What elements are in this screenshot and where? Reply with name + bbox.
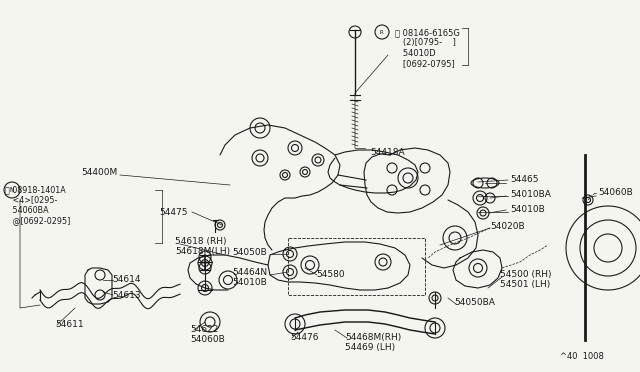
Text: 54468M(RH)
54469 (LH): 54468M(RH) 54469 (LH) — [345, 333, 401, 352]
Text: 54060B: 54060B — [598, 188, 633, 197]
Text: 54464N
54010B: 54464N 54010B — [232, 268, 267, 288]
Text: 54020B: 54020B — [490, 222, 525, 231]
Text: 54050BA: 54050BA — [454, 298, 495, 307]
Text: N: N — [10, 187, 14, 193]
Text: 54622
54060B: 54622 54060B — [190, 325, 225, 344]
Text: 54613: 54613 — [112, 291, 141, 300]
Text: 54050B: 54050B — [232, 248, 267, 257]
Text: Ⓝ 08918-1401A
   <4>[0295-
   54060BA
   @[0692-0295]: Ⓝ 08918-1401A <4>[0295- 54060BA @[0692-0… — [5, 185, 70, 225]
Text: 54618 (RH)
54618M(LH): 54618 (RH) 54618M(LH) — [175, 237, 230, 256]
Text: ^40  1008: ^40 1008 — [560, 352, 604, 361]
Text: R: R — [380, 29, 384, 35]
Text: 54500 (RH)
54501 (LH): 54500 (RH) 54501 (LH) — [500, 270, 552, 289]
Text: 54475: 54475 — [159, 208, 188, 217]
Text: 54465: 54465 — [510, 175, 538, 184]
Text: 54614: 54614 — [112, 275, 141, 284]
Text: 54580: 54580 — [316, 270, 344, 279]
Text: 54010B: 54010B — [510, 205, 545, 214]
Text: 54010BA: 54010BA — [510, 190, 551, 199]
Text: 54418A: 54418A — [370, 148, 404, 157]
Text: 54611: 54611 — [55, 320, 84, 329]
Text: 54476: 54476 — [290, 333, 319, 342]
Text: Ⓡ 08146-6165G
   (2)[0795-    ]
   54010D
   [0692-0795]: Ⓡ 08146-6165G (2)[0795- ] 54010D [0692-0… — [395, 28, 460, 68]
Text: 54400M: 54400M — [82, 168, 118, 177]
